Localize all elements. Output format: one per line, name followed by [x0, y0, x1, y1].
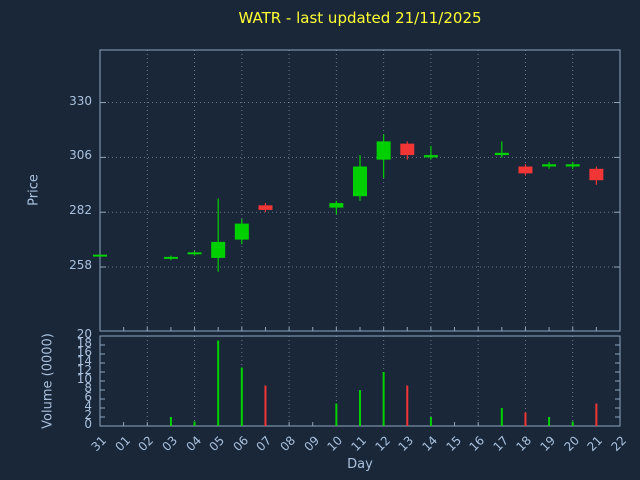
volume-bar: [524, 412, 527, 426]
chart-title: WATR - last updated 21/11/2025: [238, 9, 482, 27]
candle-body: [376, 141, 391, 160]
volume-bar: [382, 372, 385, 426]
volume-bar: [359, 390, 361, 426]
candle-body: [400, 143, 415, 156]
volume-bar: [264, 385, 267, 426]
candle-body: [542, 164, 557, 167]
volume-bar: [571, 421, 574, 426]
candle-body: [329, 203, 344, 208]
volume-tick-label: 4: [84, 399, 92, 413]
candle-body: [353, 166, 367, 197]
volume-bar: [335, 403, 338, 426]
volume-bar: [406, 385, 409, 426]
volume-tick-label: 2: [84, 408, 92, 422]
volume-bar: [169, 417, 172, 426]
candle-body: [565, 164, 580, 167]
candle-body: [211, 241, 226, 258]
volume-tick-label: 20: [76, 327, 92, 341]
volume-bar: [240, 367, 243, 426]
candle-body: [494, 152, 509, 156]
volume-bar: [548, 417, 551, 426]
volume-tick-label: 6: [84, 390, 92, 404]
candle-body: [234, 223, 249, 240]
price-tick-label: 330: [69, 93, 92, 108]
candle-body: [187, 252, 202, 255]
volume-tick-label: 0: [84, 417, 92, 431]
price-tick-label: 306: [69, 148, 92, 163]
volume-tick-label: 12: [76, 363, 92, 377]
candle-body: [423, 155, 438, 158]
candle-body: [258, 205, 273, 210]
price-tick-label: 258: [69, 258, 92, 273]
candle-body: [518, 166, 533, 174]
volume-tick-label: 18: [76, 336, 92, 350]
volume-bar: [429, 417, 432, 426]
candle-body: [589, 168, 604, 181]
volume-tick-label: 8: [84, 381, 92, 395]
candle-body: [163, 256, 178, 259]
volume-tick-label: 14: [76, 354, 92, 368]
candle-body: [93, 254, 107, 257]
volume-bar: [193, 421, 196, 426]
volume-tick-label: 16: [76, 345, 92, 359]
volume-bar: [217, 340, 220, 426]
x-axis-label: Day: [347, 457, 373, 472]
price-tick-label: 282: [69, 203, 92, 218]
volume-bar: [595, 403, 598, 426]
volume-bar: [500, 408, 503, 426]
volume-tick-label: 10: [76, 372, 92, 386]
